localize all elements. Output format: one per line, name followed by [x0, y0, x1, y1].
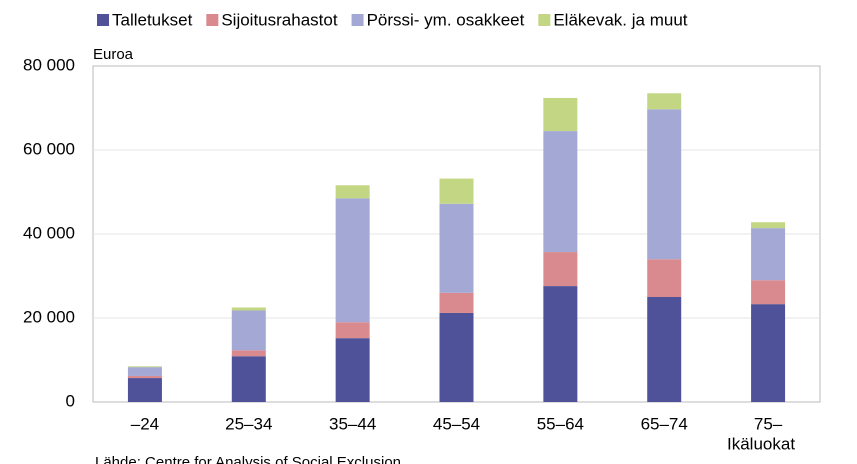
bar-segment: [335, 185, 370, 199]
x-tick-label: 65–74: [641, 414, 688, 433]
bar-segment: [647, 259, 682, 297]
legend-label: Talletukset: [112, 10, 193, 29]
x-tick-label: 35–44: [329, 414, 376, 433]
y-tick-label: 0: [66, 391, 75, 410]
bar-segment: [543, 286, 578, 402]
y-axis-label: Euroa: [93, 46, 134, 63]
bar-segment: [751, 228, 786, 281]
x-tick-label: 75–: [754, 414, 783, 433]
legend-swatch: [97, 14, 109, 26]
bar-segment: [231, 356, 266, 402]
x-tick-label: 45–54: [433, 414, 480, 433]
legend-label: Pörssi- ym. osakkeet: [367, 10, 525, 29]
bar-segment: [647, 297, 682, 402]
bar-segment: [231, 350, 266, 357]
x-tick-label: 55–64: [537, 414, 584, 433]
bar-segment: [439, 203, 474, 293]
legend-swatch: [351, 14, 364, 26]
bar-segment: [439, 312, 474, 402]
bar-segment: [751, 280, 786, 305]
legend-label: Sijoitusrahastot: [221, 10, 338, 29]
x-tick-label: –24: [131, 414, 159, 433]
bar-segment: [647, 109, 682, 260]
bar-segment: [439, 292, 474, 313]
bar-segment: [751, 304, 786, 402]
bar-segment: [231, 307, 266, 311]
bar-segment: [543, 131, 578, 253]
bar-segment: [751, 222, 786, 229]
y-tick-label: 60 000: [23, 139, 75, 158]
source: Lähde: Centre for Analysis of Social Exc…: [95, 454, 401, 464]
x-axis-label: Ikäluokat: [727, 434, 795, 453]
y-tick-label: 40 000: [23, 223, 75, 242]
bar-segment: [335, 198, 370, 323]
bar-segment: [543, 97, 578, 132]
bar-segment: [127, 367, 162, 376]
bar-segment: [127, 366, 162, 368]
y-tick-label: 80 000: [23, 55, 75, 74]
bar-segment: [231, 310, 266, 351]
bar-segment: [127, 375, 162, 379]
bar-segment: [439, 178, 474, 204]
bar-segment: [543, 252, 578, 287]
legend-label: Eläkevak. ja muut: [553, 10, 687, 29]
bar-segment: [335, 338, 370, 402]
legend-swatch: [538, 14, 551, 26]
y-tick-label: 20 000: [23, 307, 75, 326]
bar-segment: [647, 93, 682, 110]
bar-segment: [335, 322, 370, 339]
x-tick-label: 25–34: [225, 414, 272, 433]
legend-swatch: [206, 14, 219, 26]
bar-segment: [127, 378, 162, 402]
